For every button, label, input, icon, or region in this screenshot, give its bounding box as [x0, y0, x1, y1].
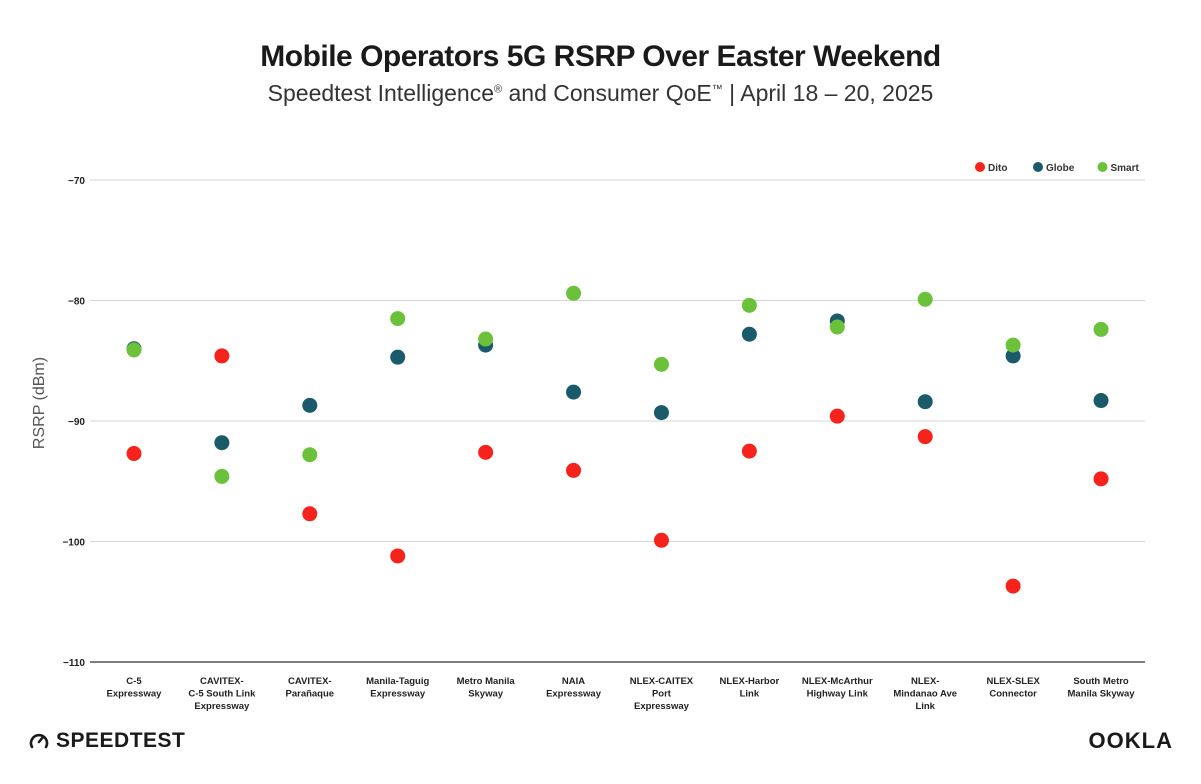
- x-tick-label: NLEX- Mindanao Ave Link: [893, 676, 957, 712]
- legend-label-globe: Globe: [1046, 163, 1075, 174]
- x-tick-label-line: Highway Link: [807, 689, 869, 700]
- subtitle-source: Speedtest Intelligence: [267, 80, 494, 106]
- data-point-smart: [214, 468, 230, 484]
- trademark-mark: ™: [711, 83, 723, 96]
- ookla-logo: OOKLA: [1089, 728, 1173, 754]
- x-tick-label: NLEX-CAITEX Port Expressway: [630, 676, 694, 712]
- data-point-smart: [829, 319, 845, 335]
- data-point-smart: [1093, 321, 1109, 337]
- legend-marker-smart: [1097, 162, 1108, 172]
- x-tick-label-line: NLEX-: [911, 676, 940, 687]
- data-point-dito: [653, 532, 669, 548]
- data-point-smart: [1005, 337, 1021, 353]
- legend-marker-globe: [1033, 162, 1043, 172]
- x-tick-label: Manila-Taguig Expressway: [366, 676, 429, 700]
- x-tick-label-line: Link: [915, 701, 935, 712]
- x-tick-label-line: NLEX-SLEX: [986, 676, 1040, 687]
- y-axis-label: RSRP (dBm): [31, 357, 48, 449]
- data-point-dito: [302, 506, 318, 522]
- data-point-globe: [302, 397, 318, 413]
- x-tick-label-line: Link: [740, 689, 760, 700]
- data-point-globe: [917, 394, 933, 410]
- x-tick-label-line: Parañaque: [286, 689, 335, 700]
- x-tick-label-line: CAVITEX-: [288, 676, 332, 687]
- data-point-smart: [302, 447, 318, 463]
- speedometer-icon: [29, 733, 49, 749]
- x-tick-label-line: Expressway: [546, 689, 602, 700]
- x-tick-label-line: NAIA: [562, 676, 585, 687]
- data-point-smart: [390, 311, 406, 327]
- data-point-dito: [1005, 578, 1021, 594]
- subtitle-dates: | April 18 – 20, 2025: [722, 80, 934, 106]
- data-point-smart: [126, 342, 142, 358]
- data-point-globe: [566, 384, 582, 400]
- y-tick-label: −80: [68, 297, 85, 308]
- data-point-smart: [917, 291, 933, 307]
- y-tick-label: −70: [68, 176, 85, 187]
- x-tick-label-line: NLEX-CAITEX: [630, 676, 694, 687]
- data-point-dito: [390, 548, 406, 564]
- speedtest-wordmark: SPEEDTEST: [56, 729, 186, 752]
- x-tick-label-line: NLEX-Harbor: [720, 676, 780, 687]
- x-tick-label-line: Skyway: [468, 689, 504, 700]
- y-tick-label: −100: [62, 538, 85, 549]
- y-tick-label: −110: [63, 658, 85, 669]
- data-point-globe: [741, 326, 757, 342]
- x-tick-label-line: Expressway: [634, 701, 690, 712]
- x-tick-label-line: C-5 South Link: [188, 689, 256, 700]
- x-tick-label-line: Metro Manila: [457, 676, 516, 687]
- chart-title: Mobile Operators 5G RSRP Over Easter Wee…: [260, 40, 941, 73]
- x-tick-label: NLEX-Harbor Link: [720, 676, 780, 700]
- data-point-dito: [478, 444, 494, 460]
- data-point-globe: [1093, 393, 1109, 409]
- data-point-smart: [566, 285, 582, 301]
- subtitle-source-2: and Consumer QoE: [502, 80, 712, 106]
- x-tick-label: C-5 Expressway: [106, 676, 162, 700]
- data-point-dito: [214, 348, 230, 364]
- data-point-globe: [1005, 348, 1021, 364]
- data-point-dito: [126, 446, 142, 462]
- x-tick-label-line: C-5: [126, 676, 142, 687]
- x-tick-label-line: Expressway: [106, 689, 162, 700]
- x-tick-label-line: Manila Skyway: [1068, 689, 1136, 700]
- x-tick-label: NLEX-McArthur Highway Link: [802, 676, 873, 700]
- data-point-smart: [741, 297, 757, 313]
- ookla-wordmark: OOKLA: [1088, 728, 1173, 753]
- x-tick-label-line: Mindanao Ave: [893, 689, 957, 700]
- data-point-globe: [390, 349, 406, 365]
- x-tick-label-line: South Metro: [1073, 676, 1129, 687]
- data-point-globe: [214, 435, 230, 451]
- chart-subtitle: Speedtest Intelligence® and Consumer QoE…: [0, 80, 1201, 107]
- x-tick-label: NLEX-SLEX Connector: [986, 676, 1040, 700]
- x-tick-label-line: Port: [652, 689, 672, 700]
- legend-label-smart: Smart: [1111, 163, 1140, 174]
- x-tick-label-line: CAVITEX-: [200, 676, 244, 687]
- data-point-dito: [917, 429, 933, 445]
- y-tick-label: −90: [68, 417, 85, 428]
- legend-marker-dito: [975, 162, 985, 172]
- data-point-smart: [478, 331, 494, 347]
- legend-label-dito: Dito: [988, 163, 1007, 174]
- x-tick-label: CAVITEX- Parañaque: [286, 676, 335, 700]
- data-point-globe: [653, 405, 669, 421]
- x-tick-label-line: Expressway: [370, 689, 426, 700]
- x-tick-label-line: Expressway: [194, 701, 250, 712]
- x-tick-label-line: Connector: [989, 689, 1037, 700]
- data-point-dito: [829, 408, 845, 424]
- speedtest-logo: SPEEDTEST: [28, 728, 185, 754]
- data-point-smart: [653, 356, 669, 372]
- x-tick-label: NAIA Expressway: [546, 676, 602, 700]
- data-point-dito: [1093, 471, 1109, 487]
- x-tick-label: South Metro Manila Skyway: [1068, 676, 1136, 700]
- data-point-dito: [741, 443, 757, 459]
- registered-mark: ®: [493, 83, 503, 96]
- x-tick-label-line: Manila-Taguig: [366, 676, 429, 687]
- x-tick-label: CAVITEX- C-5 South Link Expressway: [188, 676, 256, 712]
- x-tick-label-line: NLEX-McArthur: [802, 676, 873, 687]
- data-point-dito: [566, 462, 582, 478]
- x-tick-label: Metro Manila Skyway: [457, 676, 516, 700]
